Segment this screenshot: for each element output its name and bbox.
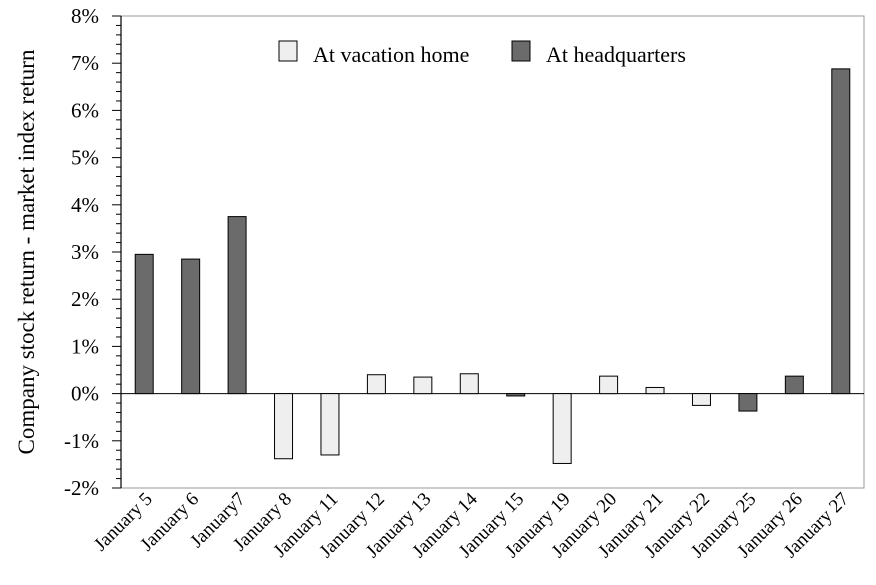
legend-label-headquarters: At headquarters: [546, 42, 686, 67]
y-tick-label: 0%: [71, 382, 99, 406]
bar-vacation: [320, 393, 340, 456]
y-tick-label: -1%: [64, 429, 99, 453]
bar-vacation: [691, 393, 711, 406]
bar-headquarters: [784, 375, 804, 395]
bar-headquarters: [738, 393, 758, 412]
y-axis-label: Company stock return - market index retu…: [14, 49, 39, 454]
y-tick-label: 1%: [71, 334, 99, 358]
y-tick-label: -2%: [64, 476, 99, 500]
bar-vacation: [459, 373, 479, 395]
bars: [134, 68, 851, 464]
y-tick-label: 5%: [71, 146, 99, 170]
bar-vacation: [413, 376, 433, 395]
y-tick-label: 6%: [71, 98, 99, 122]
bar-vacation: [366, 374, 386, 395]
bar-vacation: [599, 375, 619, 395]
legend: At vacation home At headquarters: [278, 40, 686, 67]
y-axis: 8% 7% 6% 5% 4% 3% 2% 1% 0% -1% -2%: [64, 4, 122, 500]
y-tick-label: 8%: [71, 4, 99, 28]
y-tick-label: 7%: [71, 51, 99, 75]
bar-headquarters: [506, 393, 526, 397]
bar-vacation: [552, 393, 572, 464]
legend-swatch-vacation: [278, 40, 298, 62]
bar-headquarters: [134, 253, 154, 395]
bar-vacation: [645, 386, 665, 395]
bar-headquarters: [831, 68, 851, 395]
bar-headquarters: [181, 258, 201, 395]
bar-headquarters: [227, 216, 247, 395]
legend-label-vacation: At vacation home: [313, 42, 469, 67]
legend-swatch-headquarters: [511, 40, 531, 62]
y-tick-label: 2%: [71, 287, 99, 311]
bar-vacation: [274, 393, 294, 460]
y-tick-label: 4%: [71, 193, 99, 217]
y-tick-label: 3%: [71, 240, 99, 264]
